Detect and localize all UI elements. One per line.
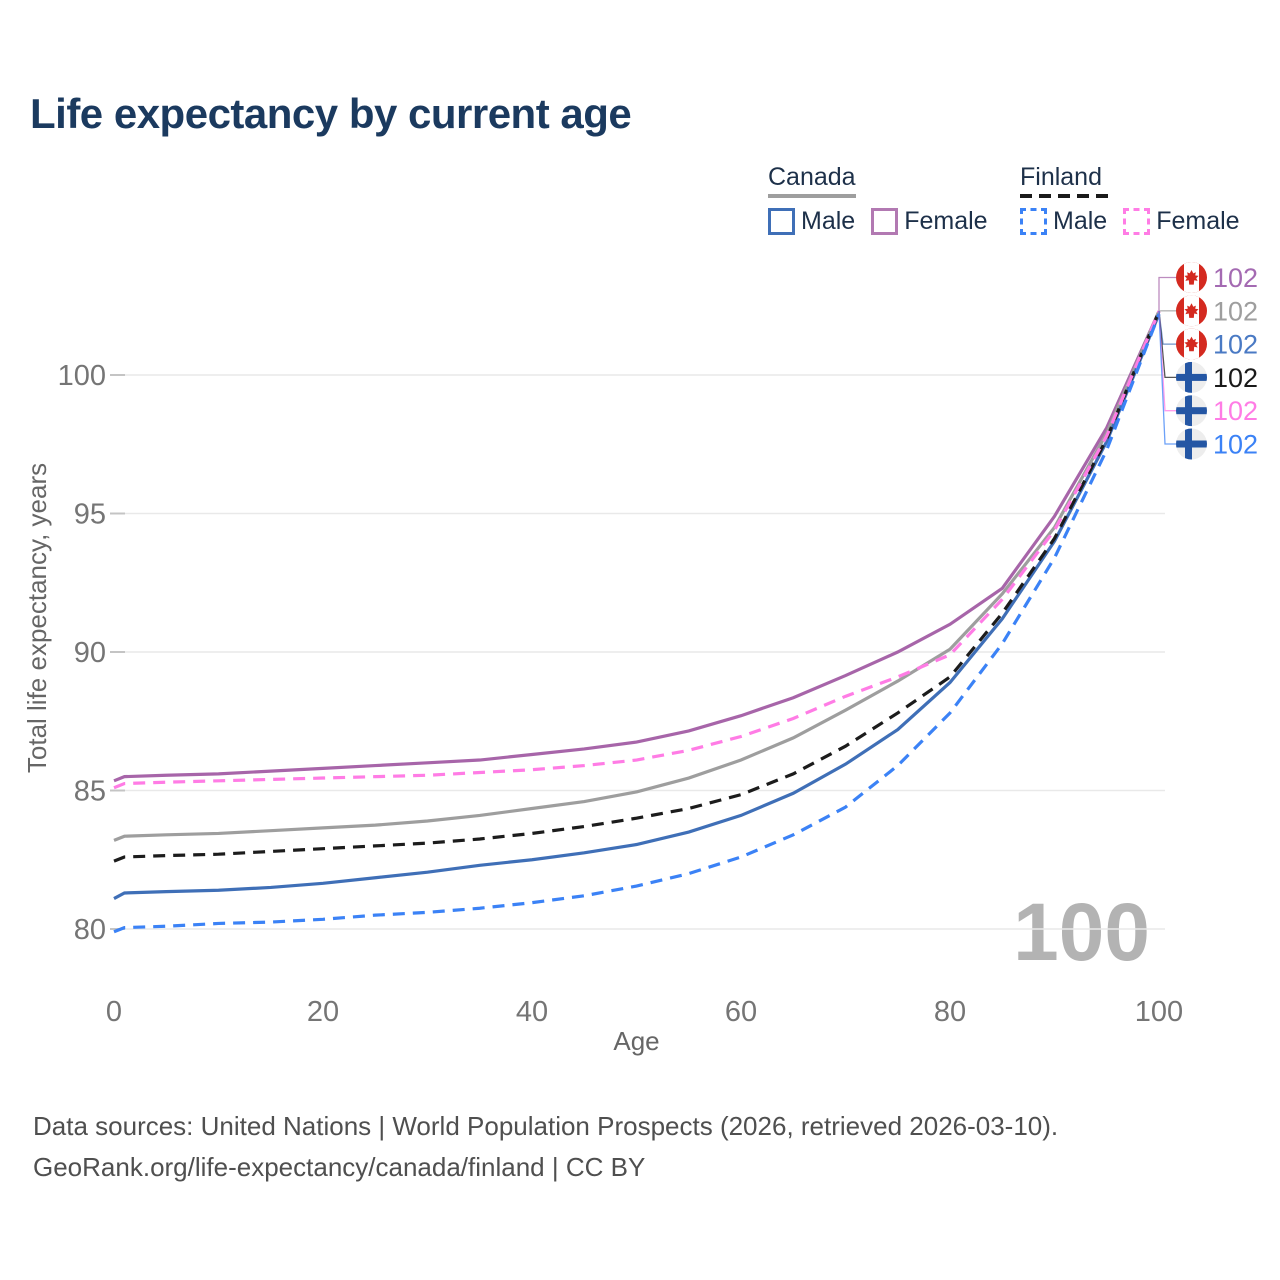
y-axis-title: Total life expectancy, years bbox=[22, 463, 52, 773]
end-label-finland-total: 102 bbox=[1213, 363, 1258, 393]
legend-header-finland: Finland bbox=[1020, 163, 1102, 191]
x-axis-title: Age bbox=[613, 1026, 659, 1056]
page-title: Life expectancy by current age bbox=[30, 90, 632, 137]
y-tick-label-90: 90 bbox=[74, 637, 106, 669]
series-line-canada-male[interactable] bbox=[113, 313, 1161, 900]
flag-icon-canada bbox=[1176, 295, 1207, 327]
legend-header-canada: Canada bbox=[768, 163, 856, 191]
x-tick-label-80: 80 bbox=[934, 996, 966, 1028]
legend-label-finland-male[interactable]: Male bbox=[1053, 207, 1108, 235]
legend-group-finland: Finland Male Female bbox=[1020, 163, 1256, 236]
end-label-canada-male: 102 bbox=[1213, 330, 1258, 360]
y-tick-label-80: 80 bbox=[74, 914, 106, 946]
series-line-finland-total[interactable] bbox=[113, 310, 1161, 863]
legend-label-canada-male[interactable]: Male bbox=[801, 207, 856, 235]
legend-swatch-canada-female[interactable] bbox=[871, 208, 899, 235]
legend-linestyle-canada bbox=[768, 194, 856, 198]
flag-icon-canada bbox=[1176, 328, 1207, 360]
x-tick-label-20: 20 bbox=[307, 996, 339, 1028]
legend-swatch-finland-male[interactable] bbox=[1020, 208, 1047, 235]
leader-line-canada-female bbox=[1158, 276, 1176, 312]
end-label-canada-female: 102 bbox=[1213, 263, 1258, 293]
y-tick-label-85: 85 bbox=[74, 776, 106, 808]
series-line-canada-female[interactable] bbox=[113, 310, 1161, 783]
end-label-finland-male: 102 bbox=[1213, 430, 1258, 460]
flag-icon-canada bbox=[1176, 262, 1207, 293]
series-line-finland-male[interactable] bbox=[113, 313, 1161, 934]
legend-label-finland-female[interactable]: Female bbox=[1156, 207, 1240, 235]
series-line-finland-female[interactable] bbox=[113, 310, 1161, 790]
end-label-finland-female: 102 bbox=[1213, 396, 1258, 426]
legend-linestyle-finland bbox=[1020, 194, 1108, 198]
x-tick-label-100: 100 bbox=[1135, 996, 1183, 1028]
y-tick-label-95: 95 bbox=[74, 499, 106, 531]
footer-data-sources: Data sources: United Nations | World Pop… bbox=[33, 1111, 1059, 1141]
end-label-canada-total: 102 bbox=[1213, 296, 1258, 326]
legend-label-canada-female[interactable]: Female bbox=[904, 207, 988, 235]
leader-line-finland-total bbox=[1158, 311, 1176, 379]
age-counter-watermark: 100 bbox=[1013, 887, 1150, 978]
x-tick-label-0: 0 bbox=[106, 996, 122, 1028]
x-tick-label-60: 60 bbox=[725, 996, 757, 1028]
legend-group-canada: Canada Male Female bbox=[768, 163, 1004, 236]
y-tick-label-100: 100 bbox=[58, 360, 106, 392]
legend-swatch-finland-female[interactable] bbox=[1123, 208, 1151, 235]
flag-icon-finland bbox=[1176, 395, 1207, 427]
flag-icon-finland bbox=[1176, 361, 1207, 393]
flag-icon-finland bbox=[1176, 428, 1207, 460]
footer-attribution: Data sources: United Nations | World Pop… bbox=[33, 1106, 1058, 1188]
x-tick-label-40: 40 bbox=[516, 996, 548, 1028]
footer-georank-link[interactable]: GeoRank.org/life-expectancy/canada/finla… bbox=[33, 1152, 646, 1182]
legend-swatch-canada-male[interactable] bbox=[768, 208, 795, 235]
series-line-canada-total[interactable] bbox=[113, 310, 1161, 842]
leader-line-finland-male bbox=[1158, 311, 1176, 445]
